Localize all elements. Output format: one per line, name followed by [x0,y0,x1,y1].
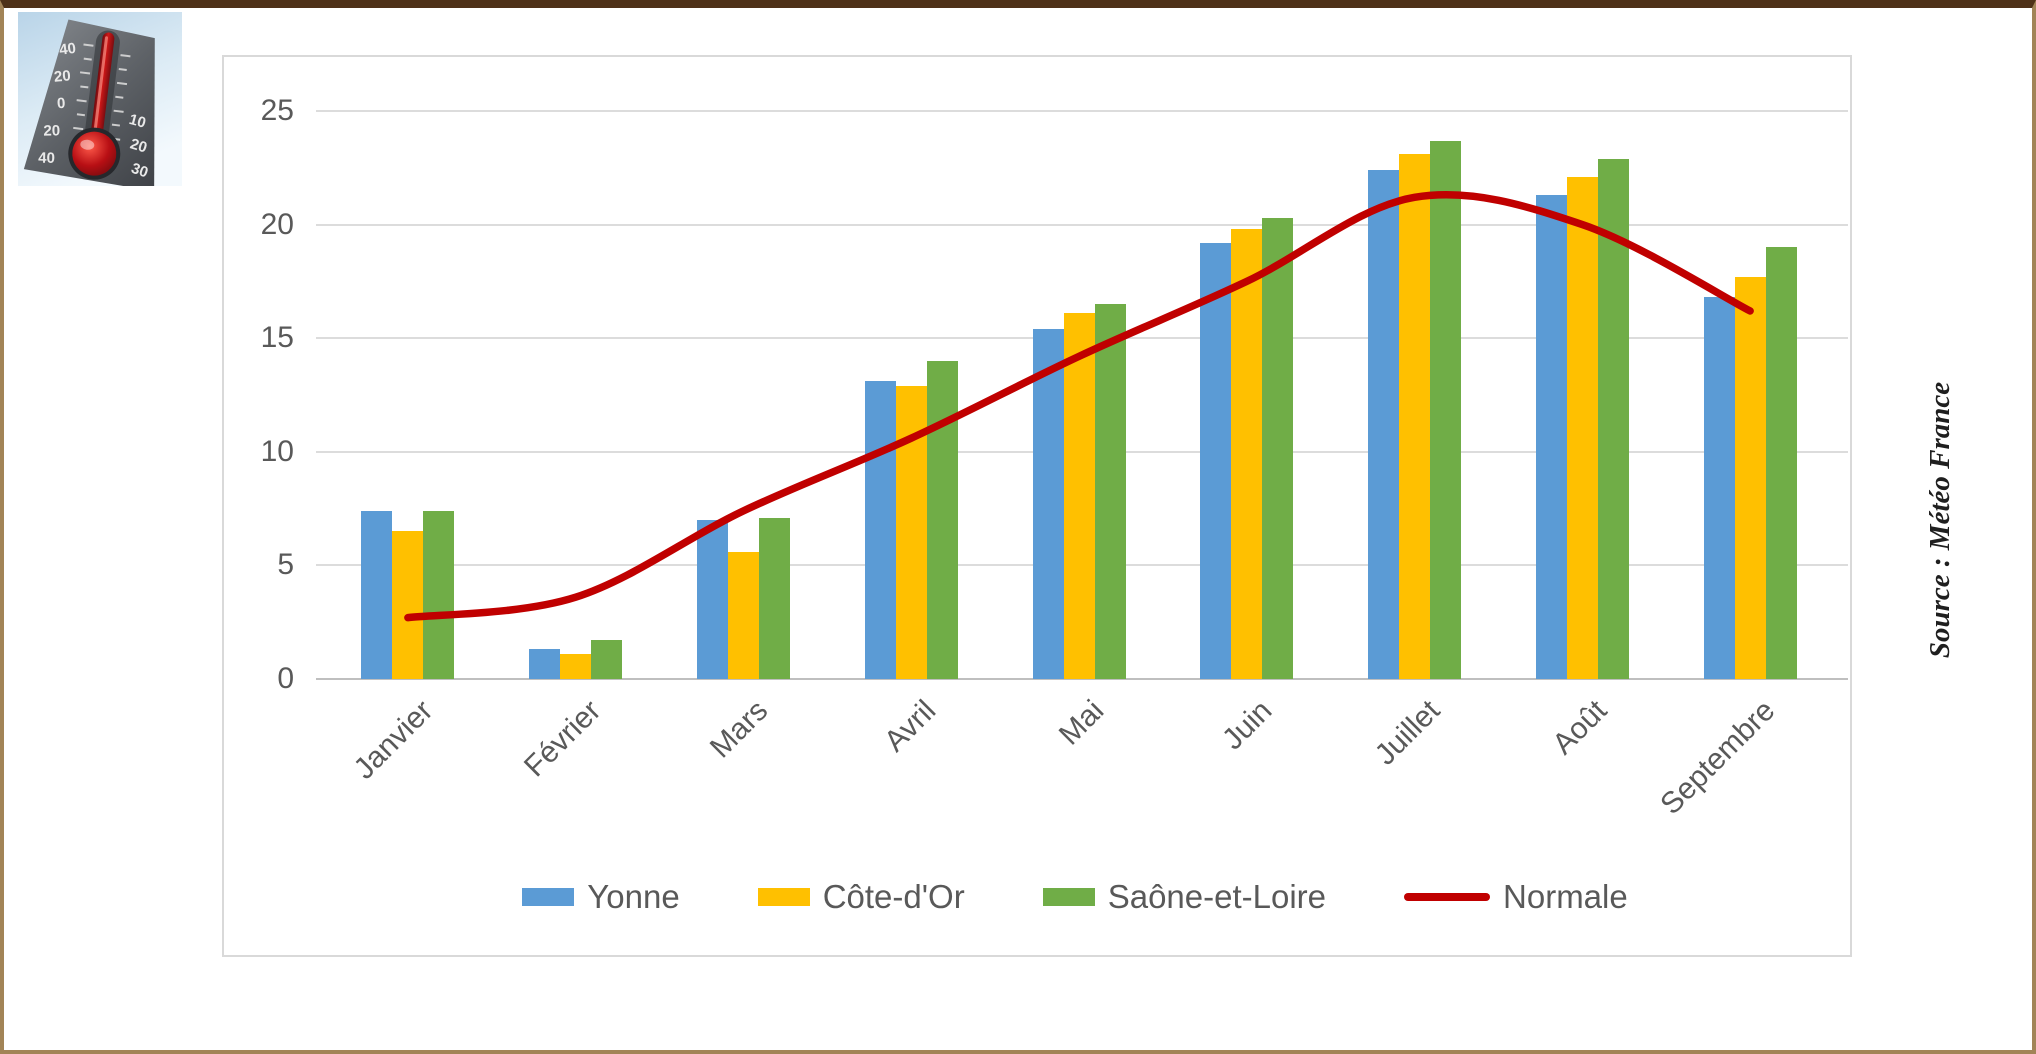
source-note: Source : Météo France [1924,381,1956,659]
y-axis-tick-label-5: 5 [277,548,294,582]
thermo-scale-label: 20 [128,135,149,156]
bar-saone-et-loire-avril [926,360,958,679]
legend-label-cote-d-or: Côte-d'Or [822,878,965,915]
y-axis-tick-label-0: 0 [277,662,294,695]
bar-cote-d-or-juillet [1399,154,1431,679]
bar-cote-d-or-fevrier [560,654,592,679]
bar-saone-et-loire-mars [758,517,790,679]
legend-swatch-saone-et-loire [1042,888,1095,906]
bar-yonne-mai [1032,329,1064,679]
bar-saone-et-loire-mai [1094,304,1126,679]
y-axis-tick-label-15: 15 [260,321,294,355]
legend-swatch-normale [1404,893,1491,901]
bar-yonne-juillet [1368,170,1400,679]
thermo-scale-label: 20 [53,67,71,85]
thermo-scale-label: 30 [129,160,150,182]
thermo-scale-label: 40 [38,150,55,167]
thermo-scale-label: 0 [57,95,66,112]
legend-swatch-yonne [522,888,575,906]
bar-yonne-septembre [1703,297,1735,679]
bar-saone-et-loire-juillet [1430,140,1462,679]
y-axis-tick-label-10: 10 [260,434,294,468]
bar-saone-et-loire-juin [1262,217,1294,679]
chart-legend: Yonne Côte-d'Or Saône-et-Loire Normale [320,878,1830,916]
thermo-scale-label: 20 [43,122,60,139]
legend-swatch-cote-d-or [757,888,810,906]
bar-cote-d-or-mai [1063,313,1095,679]
bar-yonne-aout [1535,195,1567,679]
bar-cote-d-or-aout [1566,176,1598,679]
bar-cote-d-or-septembre [1734,276,1766,679]
legend-label-yonne: Yonne [587,878,680,915]
bar-yonne-janvier [361,510,393,679]
bar-yonne-juin [1200,242,1232,679]
legend-item-normale: Normale [1404,878,1628,916]
y-axis-tick-label-20: 20 [260,207,294,241]
thermo-scale-label: 10 [127,111,148,132]
bar-cote-d-or-avril [895,385,927,679]
legend-item-cote-d-or: Côte-d'Or [757,878,965,916]
legend-item-yonne: Yonne [522,878,680,916]
legend-label-saone-et-loire: Saône-et-Loire [1107,878,1327,915]
bar-saone-et-loire-aout [1597,158,1629,679]
bar-cote-d-or-mars [727,551,759,679]
bar-yonne-avril [864,381,896,679]
bar-cote-d-or-janvier [392,531,424,679]
gridline-25 [316,110,1848,112]
bar-saone-et-loire-fevrier [591,640,623,679]
x-axis-line [316,678,1848,680]
bar-yonne-mars [696,519,728,679]
thermo-scale-label: 40 [58,40,77,59]
thermometer-image: 40 20 0 20 40 10 20 30 [18,12,182,186]
bar-saone-et-loire-janvier [423,510,455,679]
legend-item-saone-et-loire: Saône-et-Loire [1042,878,1327,916]
bar-saone-et-loire-septembre [1765,247,1797,679]
thermometer-body: 40 20 0 20 40 10 20 30 [23,19,155,186]
legend-label-normale: Normale [1503,878,1628,915]
bar-yonne-fevrier [529,649,561,679]
y-axis-tick-label-25: 25 [260,94,294,127]
bar-cote-d-or-juin [1231,229,1263,679]
